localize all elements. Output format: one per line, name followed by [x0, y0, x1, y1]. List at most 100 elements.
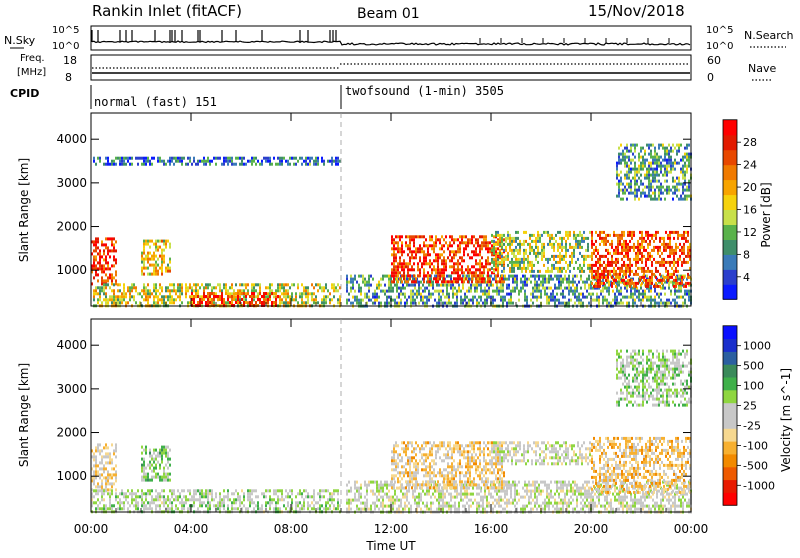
data-cell: [486, 284, 488, 287]
data-cell: [426, 296, 428, 299]
data-cell: [157, 473, 159, 476]
data-cell: [407, 247, 409, 250]
data-cell: [362, 502, 364, 505]
data-cell: [350, 508, 352, 511]
data-cell: [524, 296, 526, 299]
data-cell: [407, 271, 409, 274]
data-cell: [251, 289, 253, 292]
data-cell: [641, 267, 643, 270]
data-cell: [249, 504, 251, 507]
data-cell: [225, 283, 227, 286]
data-cell: [225, 292, 227, 295]
data-cell: [517, 258, 519, 261]
data-cell: [501, 274, 503, 277]
data-cell: [143, 458, 145, 461]
data-cell: [567, 264, 569, 267]
data-cell: [209, 298, 211, 301]
data-cell: [143, 249, 145, 252]
data-cell: [151, 501, 153, 504]
data-cell: [588, 287, 590, 290]
data-cell: [453, 262, 455, 265]
data-cell: [641, 252, 643, 255]
data-cell: [583, 240, 585, 243]
data-cell: [159, 292, 161, 295]
data-cell: [624, 186, 626, 189]
data-cell: [445, 241, 447, 244]
data-cell: [672, 162, 674, 165]
data-cell: [203, 160, 205, 163]
data-cell: [688, 296, 690, 299]
data-cell: [205, 489, 207, 492]
data-cell: [511, 270, 513, 273]
data-cell: [584, 296, 586, 299]
data-cell: [629, 249, 631, 252]
data-cell: [624, 156, 626, 159]
data-cell: [433, 244, 435, 247]
data-cell: [658, 296, 660, 299]
data-cell: [107, 264, 109, 267]
data-cell: [121, 492, 123, 495]
data-cell: [382, 278, 384, 281]
data-cell: [396, 278, 398, 281]
data-cell: [629, 282, 631, 285]
data-cell: [506, 284, 508, 287]
data-cell: [301, 157, 303, 160]
data-cell: [149, 501, 151, 504]
data-cell: [207, 507, 209, 510]
data-cell: [93, 489, 95, 492]
data-cell: [358, 493, 360, 496]
data-cell: [113, 163, 115, 166]
data-cell: [526, 281, 528, 284]
data-cell: [255, 504, 257, 507]
data-cell: [151, 507, 153, 510]
data-cell: [401, 274, 403, 277]
data-cell: [299, 292, 301, 295]
data-cell: [641, 282, 643, 285]
data-cell: [620, 183, 622, 186]
data-cell: [605, 276, 607, 279]
data-cell: [139, 292, 141, 295]
data-cell: [688, 153, 690, 156]
data-cell: [348, 281, 350, 284]
data-cell: [405, 280, 407, 283]
data-cell: [443, 259, 445, 262]
data-cell: [143, 292, 145, 295]
data-cell: [601, 240, 603, 243]
data-cell: [650, 302, 652, 305]
data-cell: [650, 144, 652, 147]
data-cell: [464, 293, 466, 296]
data-cell: [109, 476, 111, 479]
data-cell: [165, 498, 167, 501]
data-cell: [591, 267, 593, 270]
data-cell: [659, 249, 661, 252]
data-cell: [477, 280, 479, 283]
data-cell: [423, 280, 425, 283]
data-cell: [492, 284, 494, 287]
data-cell: [161, 461, 163, 464]
data-cell: [299, 501, 301, 504]
data-cell: [388, 287, 390, 290]
data-cell: [657, 249, 659, 252]
data-cell: [285, 301, 287, 304]
data-cell: [574, 290, 576, 293]
data-cell: [622, 189, 624, 192]
data-cell: [147, 157, 149, 160]
data-cell: [155, 507, 157, 510]
data-cell: [624, 147, 626, 150]
data-cell: [455, 277, 457, 280]
data-cell: [443, 271, 445, 274]
data-cell: [509, 261, 511, 264]
data-cell: [511, 243, 513, 246]
data-cell: [457, 250, 459, 253]
data-cell: [458, 287, 460, 290]
data-cell: [97, 298, 99, 301]
data-cell: [448, 275, 450, 278]
data-cell: [660, 186, 662, 189]
data-cell: [283, 295, 285, 298]
data-cell: [159, 467, 161, 470]
data-cell: [640, 150, 642, 153]
data-cell: [105, 273, 107, 276]
data-cell: [649, 243, 651, 246]
data-cell: [423, 250, 425, 253]
data-cell: [432, 293, 434, 296]
